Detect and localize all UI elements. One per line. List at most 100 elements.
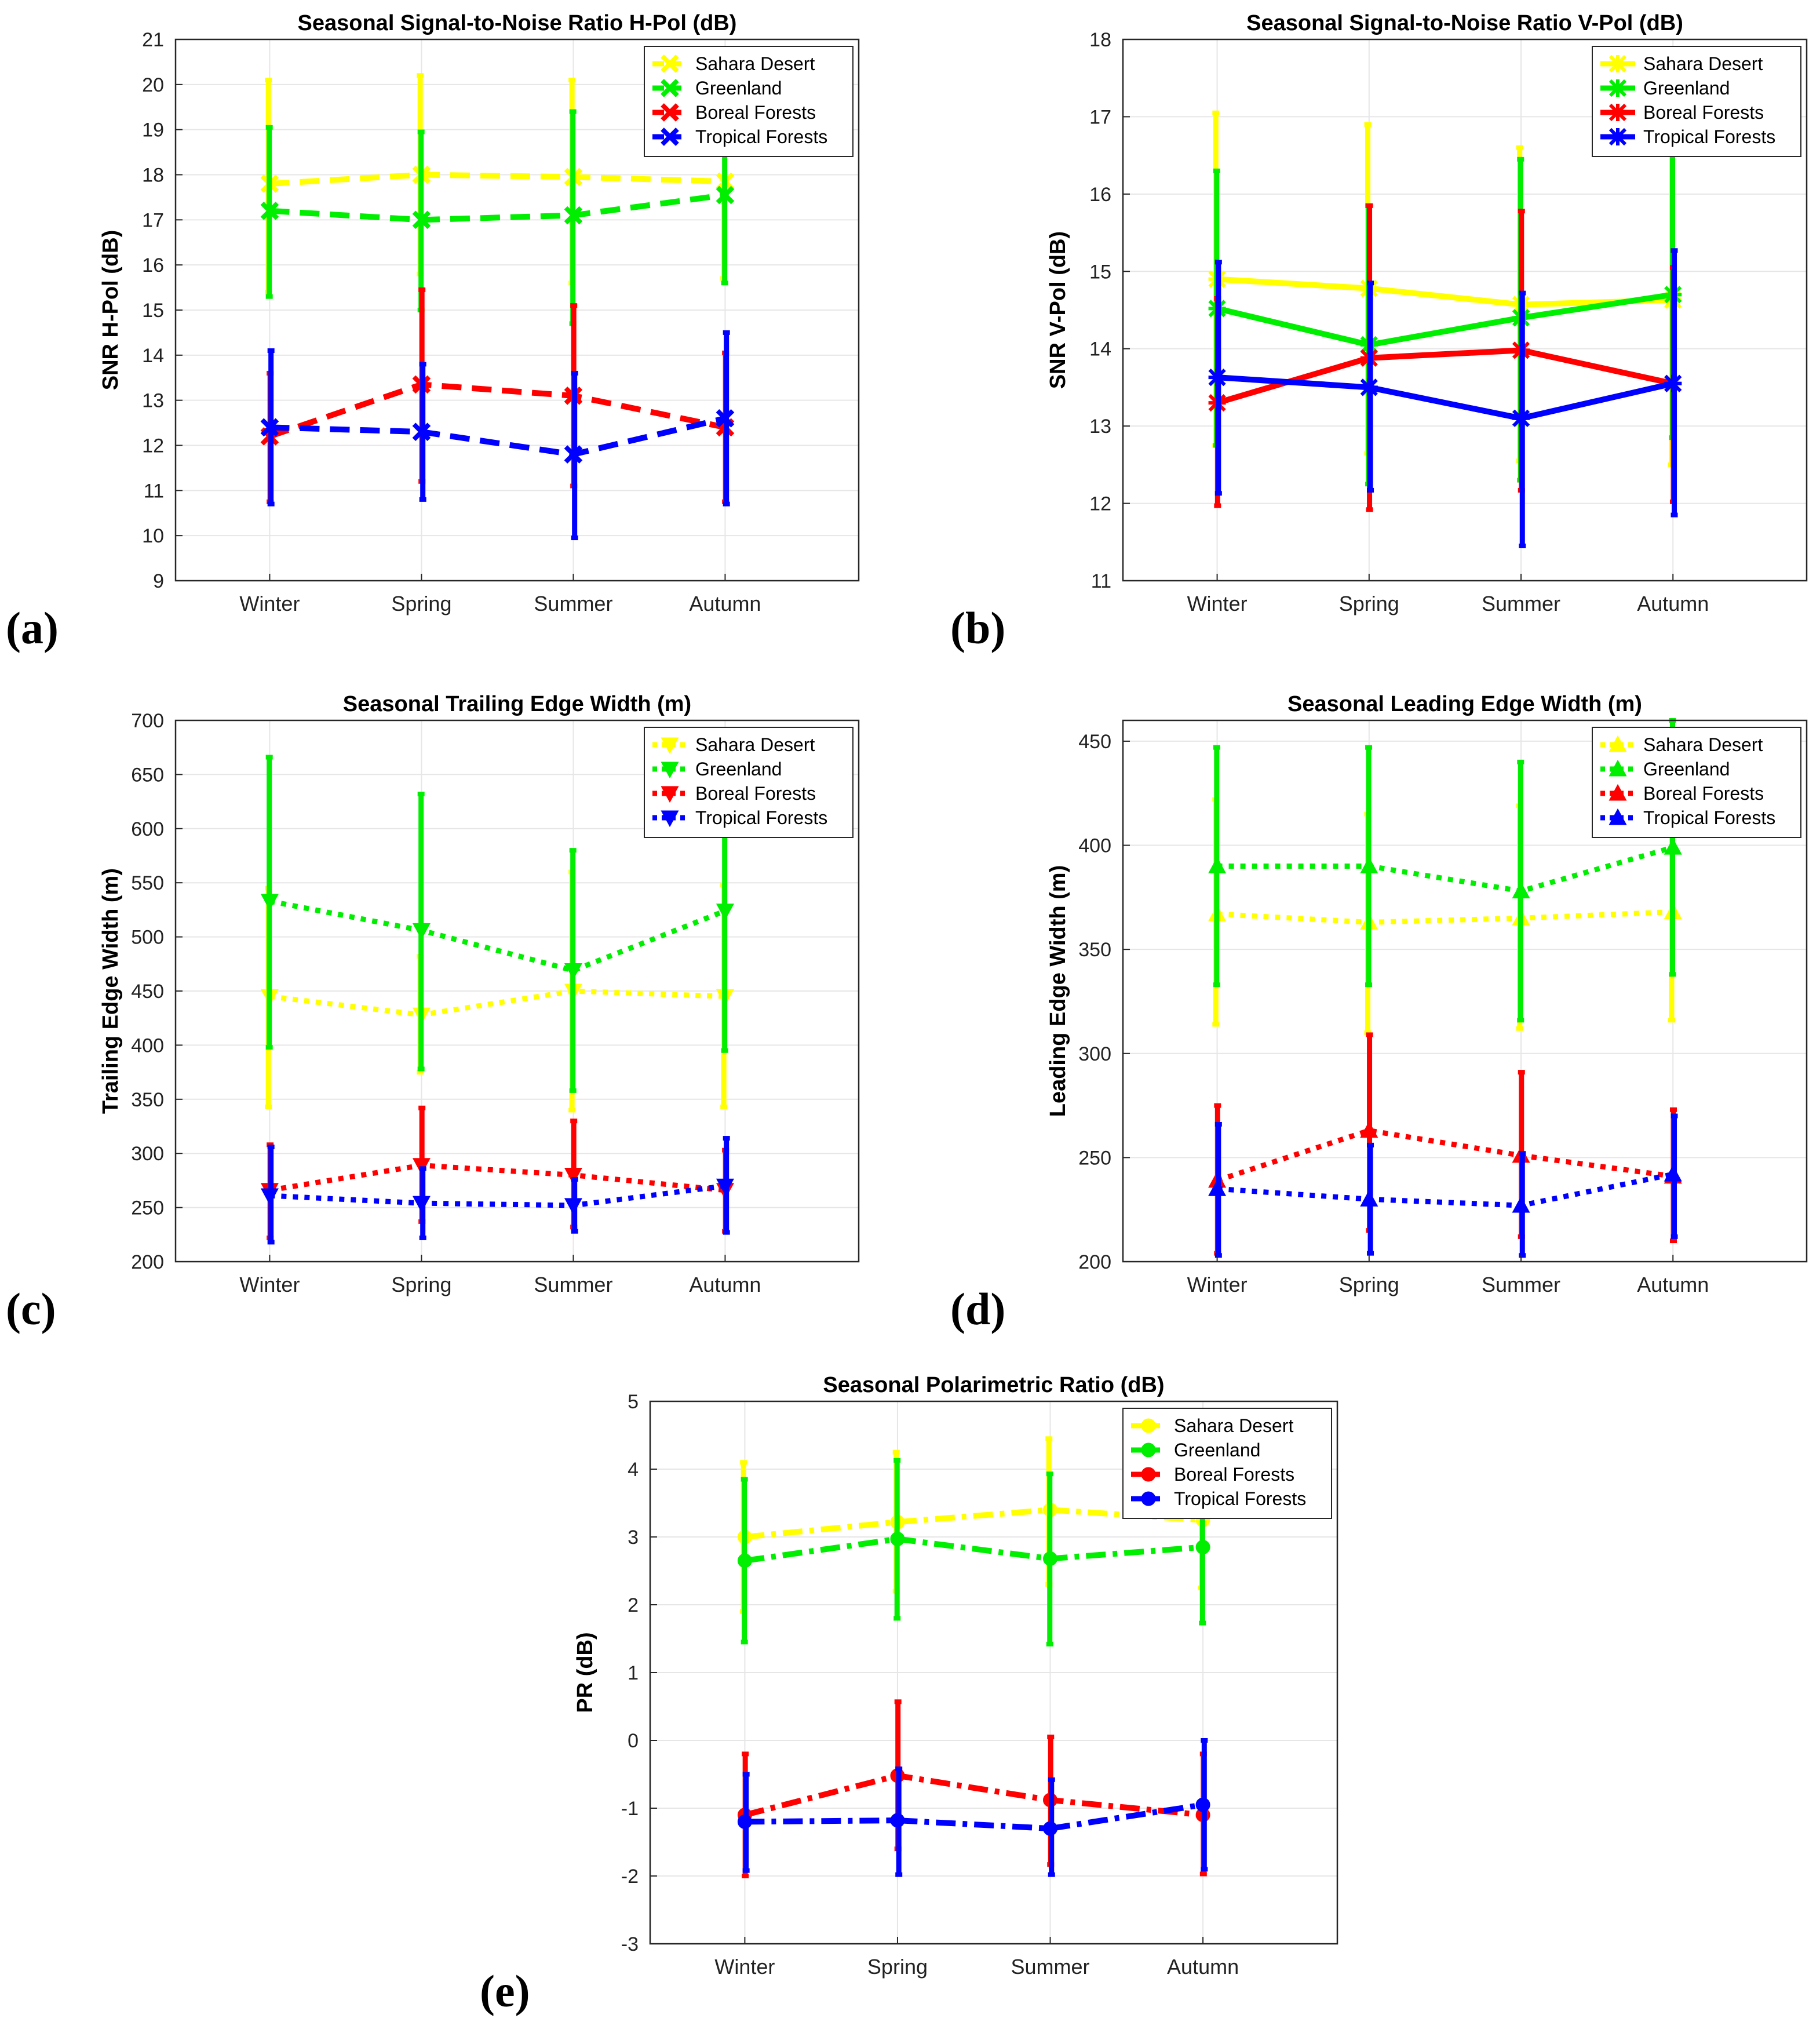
y-tick-label: 3 xyxy=(628,1527,639,1549)
y-tick-label: 16 xyxy=(1089,184,1111,206)
legend-label: Sahara Desert xyxy=(1174,1415,1293,1436)
data-point xyxy=(737,1553,752,1568)
y-tick-label: 4 xyxy=(628,1459,639,1481)
data-point xyxy=(412,210,431,230)
x-tick-label: Summer xyxy=(534,1273,612,1296)
series-line xyxy=(744,1536,1203,1564)
data-point xyxy=(1512,881,1530,899)
chart-panel-b: 11 12 13 14 15 16 17 18 Winter Spring Summer Autumn… xyxy=(950,11,1808,653)
x-tick-label: Autumn xyxy=(689,1273,761,1296)
legend-label: Sahara Desert xyxy=(1643,53,1763,74)
y-tick-label: 10 xyxy=(142,525,164,547)
data-point xyxy=(716,409,735,428)
y-tick-label: 300 xyxy=(1078,1043,1111,1065)
series-tropical xyxy=(737,1738,1210,1877)
panel-label: (c) xyxy=(6,1284,56,1334)
x-tick-label: Autumn xyxy=(1167,1955,1239,1979)
y-tick-label: 500 xyxy=(131,927,164,949)
data-point xyxy=(1664,1164,1682,1182)
y-tick-label: 350 xyxy=(1078,939,1111,961)
legend-marker xyxy=(661,54,679,73)
legend-label: Tropical Forests xyxy=(1643,126,1775,147)
series-tropical xyxy=(260,330,735,541)
y-tick-label: 12 xyxy=(142,435,164,457)
data-point xyxy=(1512,1196,1530,1213)
y-tick-label: -3 xyxy=(621,1933,639,1955)
data-point xyxy=(564,1168,582,1185)
y-tick-label: 18 xyxy=(142,165,164,187)
data-point xyxy=(1043,1821,1058,1836)
y-tick-label: 14 xyxy=(142,345,164,367)
y-axis-label: SNR H-Pol (dB) xyxy=(99,230,123,391)
legend-label: Tropical Forests xyxy=(695,126,827,147)
y-tick-label: 12 xyxy=(1089,493,1111,515)
data-point xyxy=(412,422,431,441)
series-line xyxy=(269,415,726,458)
data-point xyxy=(260,201,279,220)
data-point xyxy=(1360,1190,1378,1207)
y-tick-label: 450 xyxy=(1078,731,1111,753)
y-tick-label: 11 xyxy=(1091,570,1111,592)
data-point xyxy=(1208,857,1227,873)
data-point xyxy=(1360,378,1378,396)
legend-label: Sahara Desert xyxy=(1643,734,1763,755)
data-point xyxy=(564,963,582,980)
y-tick-label: 650 xyxy=(131,764,164,786)
data-point xyxy=(412,923,431,940)
data-point xyxy=(412,1196,431,1213)
legend-marker xyxy=(1141,1467,1156,1482)
data-point xyxy=(737,1814,752,1829)
legend-label: Greenland xyxy=(1174,1440,1260,1460)
series-line xyxy=(1216,1128,1673,1183)
y-tick-label: 400 xyxy=(131,1034,164,1057)
axes-frame xyxy=(1122,38,1808,582)
panel-label: (d) xyxy=(950,1284,1005,1334)
legend-label: Boreal Forests xyxy=(1174,1464,1294,1485)
data-point xyxy=(1360,857,1378,873)
y-tick-label: 17 xyxy=(1089,106,1111,128)
series-line xyxy=(269,898,727,974)
y-tick-label: 5 xyxy=(628,1391,639,1413)
chart-title: Seasonal Signal-to-Noise Ratio H-Pol (dB… xyxy=(298,11,737,35)
y-tick-label: 350 xyxy=(131,1089,164,1111)
legend-label: Greenland xyxy=(1643,759,1730,779)
data-point xyxy=(716,185,735,205)
y-tick-label: 11 xyxy=(144,480,164,502)
x-tick-label: Summer xyxy=(534,592,612,615)
y-tick-label: 550 xyxy=(131,872,164,894)
x-tick-label: Spring xyxy=(391,592,451,615)
series-line xyxy=(269,988,725,1018)
y-tick-label: 16 xyxy=(142,254,164,276)
chart-title: Seasonal Polarimetric Ratio (dB) xyxy=(823,1373,1164,1397)
x-tick-label: Autumn xyxy=(689,592,761,615)
series-line xyxy=(1217,374,1674,421)
y-tick-label: 700 xyxy=(131,710,164,732)
x-tick-label: Summer xyxy=(1011,1955,1089,1979)
series-tropical xyxy=(1208,1113,1682,1258)
y-tick-label: 13 xyxy=(142,390,164,412)
x-tick-label: Spring xyxy=(391,1273,451,1296)
x-tick-label: Spring xyxy=(1339,592,1399,615)
legend-label: Greenland xyxy=(695,759,782,779)
y-tick-label: 450 xyxy=(131,981,164,1003)
data-point xyxy=(1043,1551,1058,1566)
legend-label: Boreal Forests xyxy=(695,783,816,804)
data-point xyxy=(260,894,279,911)
legend-marker xyxy=(661,786,679,803)
y-tick-label: 250 xyxy=(1078,1147,1111,1169)
data-point xyxy=(890,1813,905,1828)
y-tick-label: 15 xyxy=(142,300,164,322)
data-point xyxy=(564,1198,582,1215)
chart-title: Seasonal Signal-to-Noise Ratio V-Pol (dB… xyxy=(1246,11,1683,35)
legend-marker xyxy=(1141,1442,1156,1458)
y-tick-label: 400 xyxy=(1078,835,1111,857)
x-tick-label: Autumn xyxy=(1637,592,1709,615)
legend-marker xyxy=(661,128,679,146)
series-line xyxy=(269,172,725,187)
x-tick-label: Summer xyxy=(1482,1273,1560,1296)
series-line xyxy=(744,1772,1203,1818)
y-tick-label: -1 xyxy=(621,1798,639,1820)
x-tick-label: Winter xyxy=(239,1273,300,1296)
legend-marker xyxy=(1609,103,1627,122)
